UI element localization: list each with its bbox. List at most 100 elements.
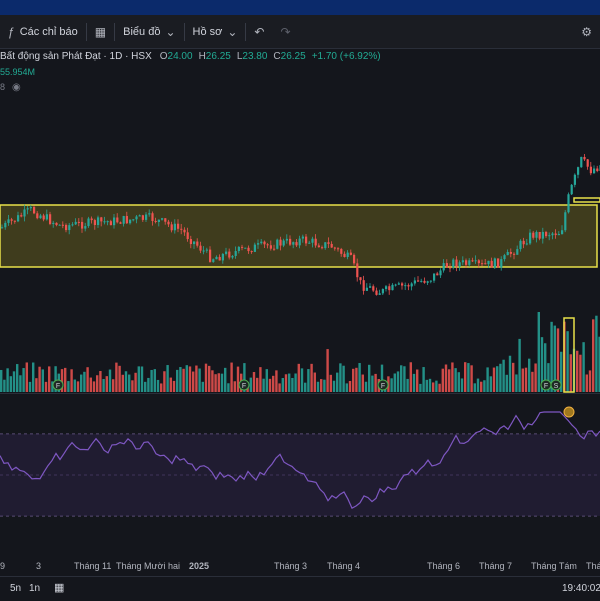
volume-bar xyxy=(281,378,284,392)
volume-bar xyxy=(179,367,182,392)
volume-bar xyxy=(358,363,361,392)
candle-body xyxy=(372,286,375,291)
indicators-button[interactable]: ƒ Các chỉ báo xyxy=(0,15,86,48)
candle-body xyxy=(557,234,560,236)
layout-button[interactable]: ▦ xyxy=(87,15,114,48)
volume-bar xyxy=(188,366,192,392)
volume-bar xyxy=(329,374,332,392)
candle-body xyxy=(93,220,96,225)
window-top-bar xyxy=(0,0,600,15)
volume-bar xyxy=(73,379,76,392)
time-label: Tháng 4 xyxy=(327,561,361,571)
eye-icon[interactable]: ◉ xyxy=(12,82,21,93)
candle-body xyxy=(477,260,480,264)
rsi-band xyxy=(0,434,600,516)
candle-body xyxy=(244,247,247,249)
candle-body xyxy=(183,229,186,233)
candle-body xyxy=(116,217,119,223)
volume-bar xyxy=(528,358,531,392)
candle-body xyxy=(52,222,55,224)
volume-bar xyxy=(204,363,208,392)
candle-body xyxy=(321,247,324,249)
volume-bar xyxy=(80,374,83,392)
profile-menu-button[interactable]: Hồ sơ ⌄ xyxy=(185,15,246,48)
candle-body xyxy=(532,232,535,238)
volume-bar xyxy=(489,376,492,392)
event-marker[interactable]: S xyxy=(550,379,562,391)
volume-bar xyxy=(60,369,64,392)
volume-bar xyxy=(195,365,198,392)
volume-bar xyxy=(51,381,54,392)
candle-body xyxy=(564,212,567,231)
volume-bar xyxy=(400,365,403,392)
volume-bar xyxy=(92,381,96,392)
candle-body xyxy=(359,277,362,281)
time-label: Tháng Tám xyxy=(531,561,577,571)
volume-bar xyxy=(192,371,195,392)
candle-body xyxy=(106,221,109,223)
candle-body xyxy=(513,253,516,255)
event-marker[interactable]: F xyxy=(540,379,552,391)
svg-text:F: F xyxy=(242,383,246,390)
volume-bar xyxy=(403,366,406,392)
volume-bar xyxy=(275,370,278,392)
volume-bar xyxy=(6,368,9,392)
volume-bar xyxy=(390,378,393,392)
ohlc-values: O24.00 H26.25 L23.80 C26.25 +1.70 (+6.92… xyxy=(160,51,381,62)
rsi-peak-marker xyxy=(563,406,575,418)
volume-bar xyxy=(243,363,246,392)
volume-bar xyxy=(508,355,512,392)
open-value: 24.00 xyxy=(167,51,193,62)
candle-body xyxy=(442,263,445,271)
toolbar-divider xyxy=(114,22,116,41)
volume-bar xyxy=(108,369,112,392)
candle-body xyxy=(125,216,128,224)
volume-bar xyxy=(268,378,272,392)
candle-body xyxy=(353,254,356,264)
volume-bar xyxy=(332,380,336,392)
volume-bar xyxy=(310,363,313,392)
volume-bar xyxy=(512,362,515,392)
volume-bar xyxy=(166,365,169,392)
chevron-down-icon: ⌄ xyxy=(165,24,176,39)
range-5d-button[interactable]: 5n xyxy=(10,583,22,594)
volume-bar xyxy=(233,381,236,392)
candle-body xyxy=(189,239,192,245)
volume-bar xyxy=(163,371,166,392)
event-marker[interactable]: F xyxy=(52,379,64,391)
candle-body xyxy=(410,283,413,287)
event-marker[interactable]: F xyxy=(238,379,250,391)
volume-bar xyxy=(160,383,163,392)
volume-bar xyxy=(467,363,470,392)
candle-body xyxy=(77,221,80,223)
candle-body xyxy=(311,238,314,243)
candle-body xyxy=(196,241,199,246)
volume-bar xyxy=(144,381,147,392)
candle-body xyxy=(7,219,10,223)
volume-bar xyxy=(524,367,528,392)
volume-bar xyxy=(249,377,252,392)
volume-bar xyxy=(25,362,28,392)
settings-button[interactable]: ⚙ xyxy=(573,15,600,48)
chart-toolbar: ƒ Các chỉ báo ▦ Biểu đồ ⌄ Hồ sơ ⌄ ↶ ↷ ⚙ xyxy=(0,15,600,49)
volume-bar xyxy=(441,368,444,392)
redo-button[interactable]: ↷ xyxy=(272,15,298,48)
candle-body xyxy=(225,251,228,254)
candle-body xyxy=(167,221,170,225)
candle-body xyxy=(253,244,256,252)
candle-body xyxy=(535,231,538,238)
highlight-box xyxy=(0,204,598,268)
candle-body xyxy=(13,220,16,222)
candle-body xyxy=(324,242,327,249)
calendar-icon[interactable]: ▦ xyxy=(54,582,65,594)
range-1m-button[interactable]: 1n xyxy=(29,583,41,594)
candle-body xyxy=(151,213,154,221)
candle-body xyxy=(493,258,496,268)
candle-body xyxy=(362,280,365,291)
volume-bar xyxy=(464,362,467,392)
undo-button[interactable]: ↶ xyxy=(246,15,272,48)
event-marker[interactable]: F xyxy=(377,379,389,391)
chart-menu-button[interactable]: Biểu đồ ⌄ xyxy=(115,15,183,48)
candle-body xyxy=(461,260,464,263)
